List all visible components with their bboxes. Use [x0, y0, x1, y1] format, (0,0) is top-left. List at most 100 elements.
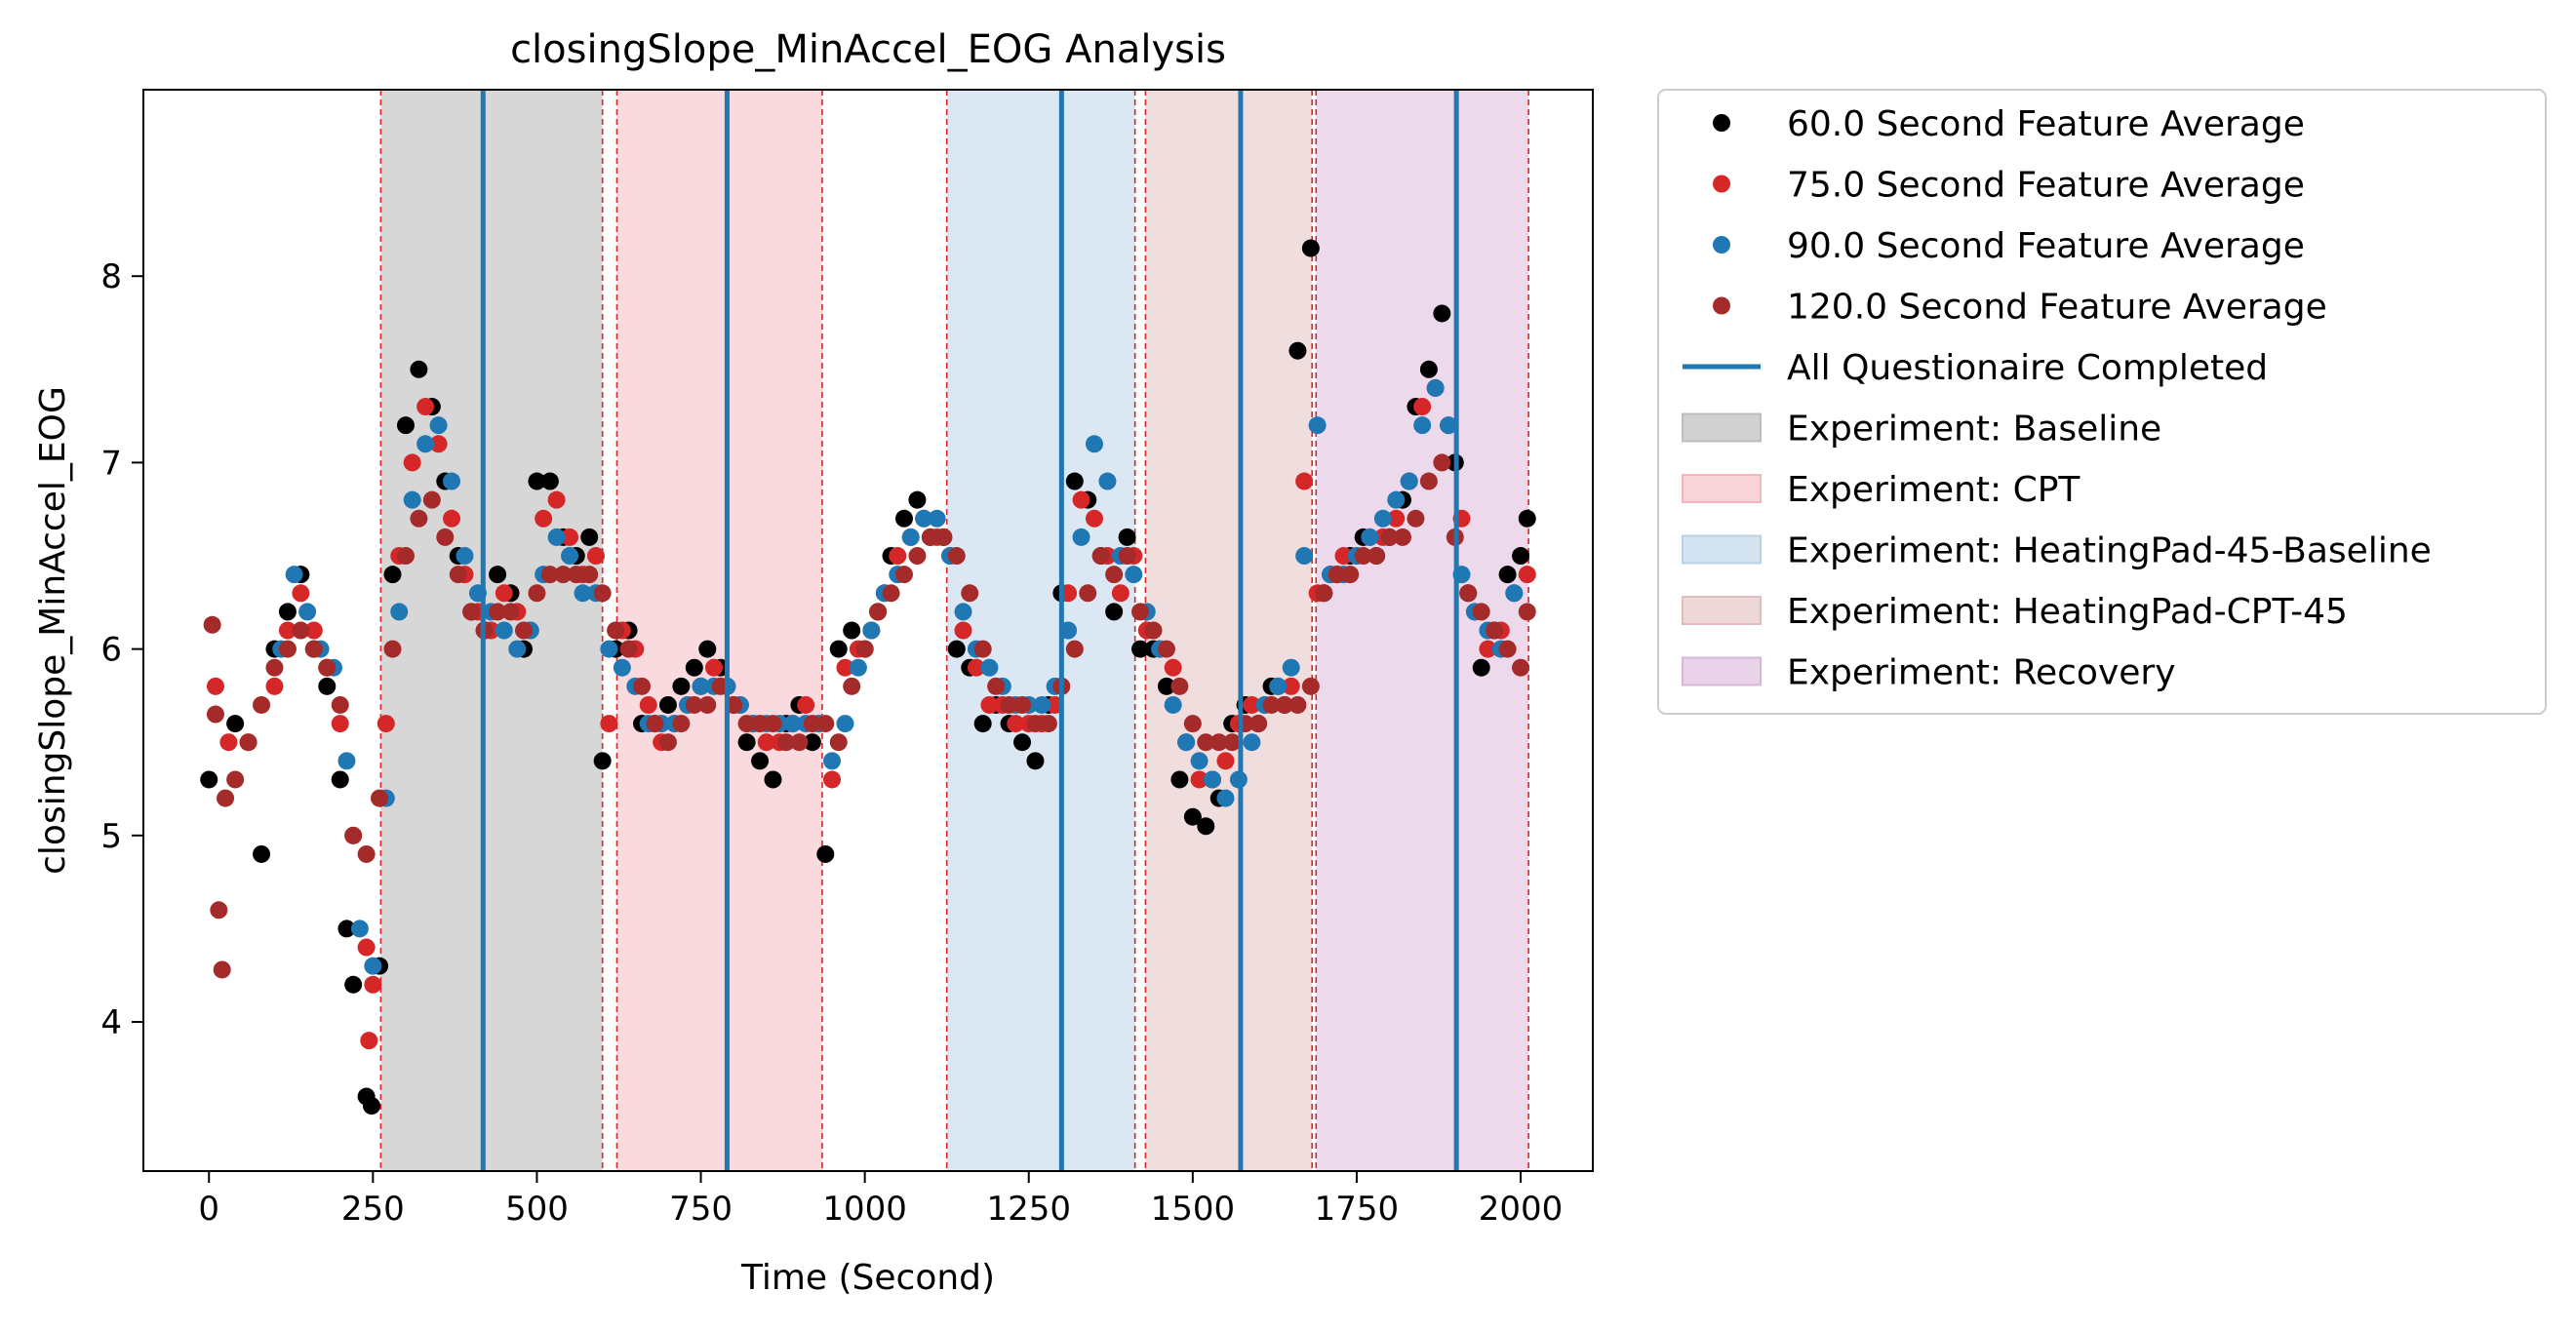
- data-point-series-4: [1131, 603, 1150, 621]
- data-point-series-1: [1065, 472, 1084, 490]
- data-point-series-4: [371, 789, 389, 807]
- data-point-series-4: [1249, 715, 1268, 733]
- data-point-series-4: [1183, 715, 1202, 733]
- x-tick-label: 1750: [1315, 1190, 1400, 1229]
- legend-label: 120.0 Second Feature Average: [1787, 288, 2327, 328]
- data-point-series-2: [360, 1032, 378, 1050]
- data-point-series-4: [396, 547, 415, 566]
- data-point-series-2: [704, 658, 723, 677]
- data-point-series-1: [816, 844, 835, 863]
- data-point-series-4: [829, 733, 848, 752]
- data-point-series-4: [528, 584, 546, 603]
- legend-label: Experiment: Baseline: [1787, 410, 2161, 450]
- data-point-series-4: [1157, 640, 1175, 658]
- legend-marker: [1682, 656, 1762, 686]
- legend-marker: [1713, 175, 1730, 193]
- data-point-series-1: [1419, 360, 1438, 378]
- data-point-series-3: [1269, 677, 1288, 695]
- data-point-series-4: [1223, 733, 1242, 752]
- data-point-series-2: [278, 621, 297, 640]
- y-tick-label: 8: [100, 257, 122, 296]
- data-point-series-4: [1341, 566, 1360, 584]
- data-point-series-3: [285, 566, 303, 584]
- data-point-series-4: [383, 640, 402, 658]
- data-point-series-3: [1190, 752, 1209, 770]
- data-point-series-3: [928, 509, 946, 528]
- legend-label: 75.0 Second Feature Average: [1787, 166, 2305, 206]
- data-point-series-1: [1197, 817, 1215, 836]
- data-point-series-4: [422, 490, 441, 509]
- data-point-series-1: [1301, 239, 1320, 257]
- legend-label: 60.0 Second Feature Average: [1787, 104, 2305, 144]
- data-point-series-4: [580, 566, 599, 584]
- experiment-region-4: [1145, 90, 1313, 1171]
- data-point-series-4: [1315, 584, 1333, 603]
- data-point-series-4: [210, 901, 228, 920]
- data-point-series-4: [973, 640, 992, 658]
- x-tick-label: 500: [505, 1190, 569, 1229]
- data-point-series-1: [1498, 566, 1517, 584]
- data-point-series-1: [658, 695, 677, 714]
- data-point-series-4: [1419, 472, 1438, 490]
- x-tick-label: 0: [198, 1190, 219, 1229]
- data-point-series-3: [416, 435, 435, 453]
- x-tick-label: 750: [669, 1190, 733, 1229]
- legend-marker: [1713, 296, 1730, 315]
- data-point-series-2: [535, 509, 553, 528]
- data-point-series-2: [357, 938, 376, 957]
- data-point-series-3: [508, 640, 527, 658]
- data-point-series-3: [1125, 566, 1143, 584]
- data-point-series-2: [1413, 398, 1432, 416]
- data-point-series-4: [790, 733, 809, 752]
- data-point-series-1: [344, 975, 363, 994]
- data-point-series-3: [849, 658, 867, 677]
- data-point-series-2: [416, 398, 435, 416]
- data-point-series-3: [1204, 770, 1222, 789]
- data-point-series-4: [1000, 695, 1018, 714]
- data-point-series-4: [1433, 453, 1451, 472]
- data-point-series-3: [1282, 658, 1300, 677]
- data-point-series-4: [1170, 677, 1189, 695]
- data-point-series-4: [501, 603, 520, 621]
- data-point-series-1: [489, 566, 507, 584]
- data-point-series-2: [954, 621, 972, 640]
- legend-marker: [1682, 412, 1762, 443]
- data-point-series-1: [894, 509, 913, 528]
- data-point-series-1: [751, 752, 770, 770]
- x-tick-label: 1000: [822, 1190, 907, 1229]
- data-point-series-4: [292, 621, 310, 640]
- data-point-series-4: [203, 615, 221, 634]
- data-point-series-4: [633, 677, 652, 695]
- data-point-series-4: [1354, 547, 1372, 566]
- legend-marker: [1682, 474, 1762, 503]
- data-point-series-2: [1111, 584, 1129, 603]
- legend-marker: [1682, 534, 1762, 565]
- data-point-series-3: [574, 584, 592, 603]
- data-point-series-4: [462, 603, 481, 621]
- data-point-series-1: [593, 752, 612, 770]
- data-point-series-4: [449, 566, 467, 584]
- x-axis-label: Time (Second): [740, 1258, 995, 1298]
- data-point-series-1: [1518, 509, 1536, 528]
- y-axis-label: closingSlope_MinAccel_EOG: [33, 386, 73, 875]
- data-point-series-4: [1079, 584, 1097, 603]
- data-point-series-4: [934, 528, 953, 546]
- data-point-series-4: [882, 584, 900, 603]
- legend-marker: [1713, 236, 1730, 254]
- data-point-series-4: [1262, 695, 1281, 714]
- questionnaire-line-layer: [480, 90, 1459, 1171]
- data-point-series-4: [1394, 528, 1412, 546]
- data-point-series-1: [253, 844, 271, 863]
- data-point-series-3: [1505, 584, 1524, 603]
- plot-frame: [142, 89, 1594, 1172]
- data-point-series-2: [600, 715, 618, 733]
- data-point-series-3: [403, 490, 421, 509]
- legend-label: All Questionaire Completed: [1787, 348, 2268, 388]
- y-tick-label: 7: [100, 444, 122, 483]
- data-point-series-1: [278, 603, 297, 621]
- data-point-series-4: [554, 566, 573, 584]
- data-point-series-4: [331, 695, 349, 714]
- data-point-series-1: [1013, 733, 1032, 752]
- legend-label: Experiment: HeatingPad-45-Baseline: [1787, 531, 2432, 571]
